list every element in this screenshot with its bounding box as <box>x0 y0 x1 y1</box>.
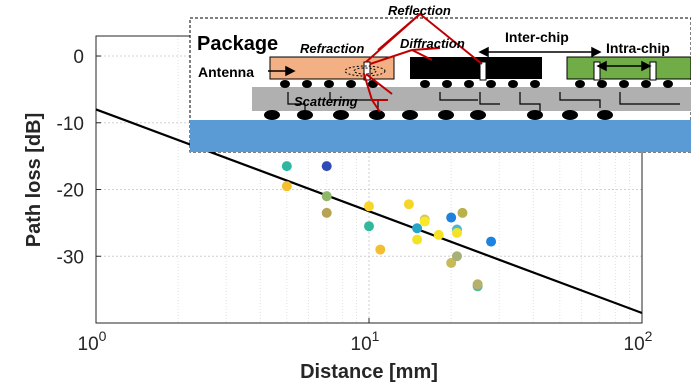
solder-ball <box>527 110 543 120</box>
solder-ball <box>402 110 418 120</box>
bump <box>464 80 474 88</box>
diffraction-arrow <box>411 49 433 61</box>
intra-chip-label: Intra-chip <box>606 40 670 56</box>
fit-line-group <box>95 108 643 315</box>
data-point <box>321 161 332 172</box>
y-tick-label: -10 <box>57 114 84 135</box>
refraction-arrow <box>365 73 393 95</box>
package-inset: Package <box>189 3 691 153</box>
bump <box>442 80 452 88</box>
scattering-label: Scattering <box>294 94 358 109</box>
y-axis-label: Path loss [dB] <box>23 113 45 247</box>
substrate-routing <box>287 92 680 112</box>
antenna-pillar <box>649 61 657 81</box>
data-point <box>403 199 414 210</box>
data-point <box>433 229 444 240</box>
bump <box>530 80 540 88</box>
data-point <box>375 244 386 255</box>
data-point <box>281 181 292 192</box>
bump <box>302 80 312 88</box>
package-substrate <box>252 87 691 111</box>
data-point <box>457 207 468 218</box>
data-point <box>321 191 332 202</box>
solder-ball <box>264 110 280 120</box>
antenna-pillar <box>479 61 487 81</box>
antenna-label: Antenna <box>198 64 254 80</box>
y-tick-label: -30 <box>57 247 84 268</box>
refraction-label: Refraction <box>300 41 364 56</box>
data-point <box>364 221 374 232</box>
x-tick-label: 100 <box>78 328 107 355</box>
middle-chip <box>410 57 542 79</box>
solder-ball <box>297 110 313 120</box>
right-chip <box>566 56 691 80</box>
x-axis: 100 101 102 <box>78 318 653 355</box>
radiation-pattern <box>353 67 377 75</box>
arrowhead <box>285 65 296 77</box>
inset-title: Package <box>197 33 278 55</box>
diffraction-arrow <box>369 49 413 65</box>
y-axis: 0 -10 -20 -30 <box>57 47 101 268</box>
arrowhead <box>596 60 607 72</box>
diffraction-label: Diffraction <box>400 36 465 51</box>
arrowhead <box>591 46 602 58</box>
data-point <box>364 201 374 212</box>
bump <box>641 80 651 88</box>
data-point <box>446 257 457 268</box>
reflection-arrow <box>377 13 421 51</box>
data-point <box>451 251 462 262</box>
solder-ball <box>438 110 454 120</box>
diffraction-arrow <box>411 47 441 51</box>
bump <box>280 80 290 88</box>
solder-ball <box>333 110 349 120</box>
bump <box>619 80 629 88</box>
data-point <box>321 207 332 218</box>
chip-bumps <box>280 80 673 88</box>
bump <box>486 80 496 88</box>
y-tick-label: -20 <box>57 181 84 202</box>
bump <box>663 80 673 88</box>
solder-ball <box>597 110 613 120</box>
inter-chip-label: Inter-chip <box>505 29 569 45</box>
link-arrows <box>268 46 652 77</box>
x-axis-label: Distance [mm] <box>300 361 438 383</box>
bump <box>575 80 585 88</box>
data-point <box>446 212 457 223</box>
scattering-arrow <box>371 99 381 113</box>
propagation-arrows <box>363 12 483 113</box>
x-tick-label: 101 <box>351 328 380 355</box>
scatter-points <box>281 161 497 292</box>
solder-ball <box>369 110 385 120</box>
bump <box>324 80 334 88</box>
solder-ball <box>470 110 486 120</box>
bump <box>508 80 518 88</box>
y-tick-label: 0 <box>73 47 84 68</box>
bump <box>346 80 356 88</box>
arrowhead <box>478 46 489 58</box>
data-point <box>412 223 423 234</box>
arrowhead <box>641 60 652 72</box>
data-point <box>472 279 483 290</box>
board-solder-balls <box>264 110 613 120</box>
data-point <box>412 234 423 245</box>
bump <box>420 80 430 88</box>
reflection-label: Reflection <box>388 3 451 18</box>
pcb-board <box>190 120 691 152</box>
refraction-arrow <box>363 73 373 101</box>
bump <box>597 80 607 88</box>
data-point <box>419 216 430 227</box>
x-tick-label: 102 <box>624 328 653 355</box>
antenna-pillar <box>593 61 601 81</box>
data-point <box>486 236 497 247</box>
data-point <box>281 161 292 172</box>
fit-line <box>95 108 643 315</box>
solder-ball <box>562 110 578 120</box>
data-point <box>451 227 462 238</box>
